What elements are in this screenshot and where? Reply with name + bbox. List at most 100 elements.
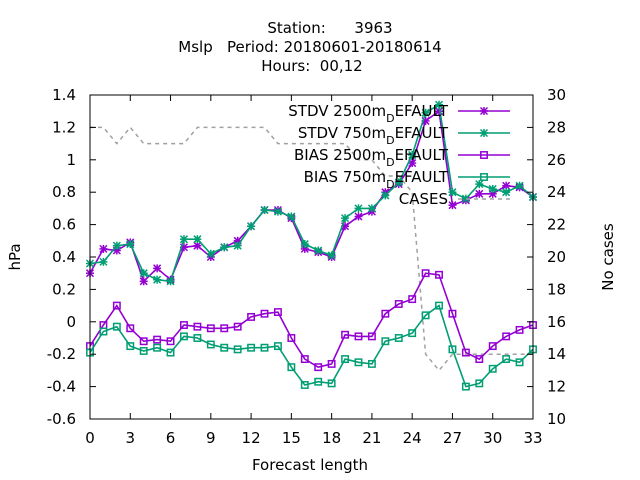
data-point: [367, 332, 376, 341]
marker-square: [408, 295, 417, 304]
data-point: [287, 334, 296, 342]
data-point: [112, 322, 121, 331]
marker-square: [515, 325, 524, 334]
data-point: [502, 332, 511, 341]
y2-tick-label: 10: [547, 410, 566, 428]
data-point: [421, 269, 430, 278]
x-tick-label: 27: [443, 429, 462, 447]
marker-square: [112, 322, 121, 331]
data-point: [448, 188, 457, 197]
y-tick-label: 0.4: [52, 248, 76, 266]
legend-marker: [480, 151, 488, 159]
data-point: [488, 184, 497, 193]
marker-square: [220, 324, 229, 333]
data-point: [153, 264, 162, 273]
data-point: [247, 343, 256, 352]
data-point: [314, 377, 323, 386]
marker-square: [206, 324, 215, 333]
data-point: [233, 345, 242, 354]
data-point: [435, 270, 443, 279]
marker-square: [247, 312, 256, 321]
marker-square: [153, 343, 162, 352]
marker-square: [461, 382, 470, 391]
data-point: [515, 181, 524, 190]
marker-square: [206, 340, 215, 349]
series-4: [90, 126, 533, 372]
data-point: [166, 277, 175, 286]
data-point: [435, 301, 443, 310]
data-point: [233, 322, 242, 331]
marker-square: [341, 330, 350, 339]
legend-label: CASES: [399, 190, 448, 208]
y2-tick-label: 30: [547, 86, 566, 104]
marker-square: [273, 342, 282, 351]
data-point: [166, 337, 175, 346]
data-point: [166, 348, 175, 357]
data-point: [354, 332, 363, 341]
marker-square: [247, 343, 256, 352]
marker-square: [166, 348, 175, 357]
data-point: [515, 325, 524, 334]
marker-square: [394, 300, 403, 308]
marker-square: [475, 355, 484, 364]
data-point: [354, 358, 363, 367]
data-point: [180, 332, 188, 341]
y-tick-label: 0.2: [52, 280, 76, 298]
marker-square: [367, 359, 376, 368]
series-layer: [85, 100, 538, 391]
marker-square: [367, 332, 376, 341]
data-point: [300, 381, 309, 389]
marker-square: [488, 364, 497, 373]
marker-square: [220, 343, 229, 352]
y-tick-label: 1: [66, 151, 76, 169]
data-point: [99, 244, 108, 253]
data-point: [434, 100, 444, 109]
marker-square: [193, 322, 202, 331]
marker-square: [99, 327, 108, 336]
data-point: [220, 343, 229, 352]
marker-square: [394, 334, 403, 342]
series-2: [86, 269, 537, 372]
data-point: [260, 309, 269, 318]
data-point: [515, 358, 524, 367]
series-line: [90, 126, 533, 372]
data-point: [488, 364, 497, 373]
y-tick-label: -0.6: [47, 410, 76, 428]
data-point: [99, 327, 108, 336]
data-point: [367, 359, 376, 368]
data-point: [260, 205, 269, 215]
x-tick-label: 21: [362, 429, 381, 447]
data-point: [139, 269, 148, 278]
data-point: [193, 322, 202, 331]
x-tick-label: 12: [242, 429, 261, 447]
marker-square: [314, 363, 323, 372]
y-tick-label: 1.2: [52, 118, 76, 136]
x-tick-label: 18: [322, 429, 341, 447]
legend-marker: [479, 106, 489, 116]
marker-square: [300, 355, 309, 364]
y2-tick-label: 26: [547, 151, 566, 169]
title-line-period: Mslp Period: 20180601-20180614: [178, 38, 441, 56]
data-point: [314, 246, 323, 255]
legend-entry: STDV 2500mDEFAULT: [288, 102, 510, 125]
data-point: [112, 301, 121, 310]
title-line-hours: Hours: 00,12: [261, 57, 362, 75]
data-point: [381, 337, 390, 346]
data-point: [341, 214, 350, 223]
legend-label: STDV 2500mDEFAULT: [288, 102, 449, 125]
data-point: [273, 207, 282, 216]
x-tick-label: 30: [483, 429, 502, 447]
data-point: [99, 257, 108, 266]
x-tick-label: 9: [206, 429, 216, 447]
marker-square: [448, 309, 457, 318]
marker-square: [354, 358, 363, 367]
data-point: [206, 249, 215, 258]
data-point: [327, 359, 336, 368]
marker-square: [502, 332, 511, 341]
marker-square: [461, 348, 470, 357]
marker-square: [126, 342, 135, 351]
data-point: [421, 311, 430, 320]
marker-square: [381, 337, 390, 346]
marker-square: [488, 342, 497, 351]
